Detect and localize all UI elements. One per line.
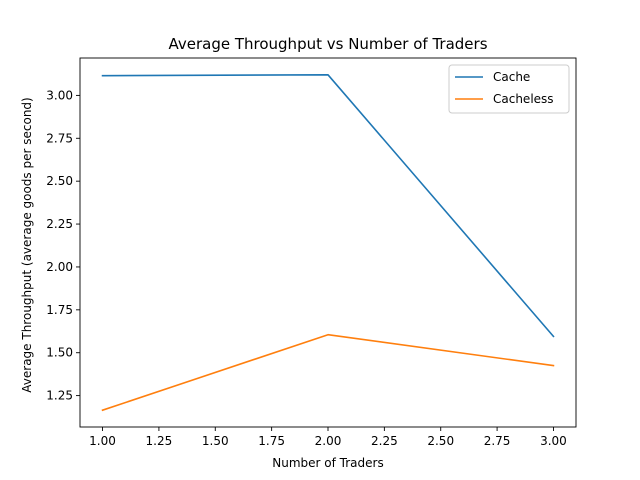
y-axis-ticks: 1.25 1.50 1.75 2.00 2.25 2.50 2.75 3.00 bbox=[46, 88, 80, 403]
y-tick-label: 1.75 bbox=[46, 303, 73, 317]
y-tick-label: 2.75 bbox=[46, 131, 73, 145]
x-tick-label: 1.50 bbox=[202, 434, 229, 448]
x-tick-label: 3.00 bbox=[540, 434, 567, 448]
y-tick-label: 1.50 bbox=[46, 346, 73, 360]
x-tick-label: 2.00 bbox=[315, 434, 342, 448]
series-line-cacheless bbox=[101, 333, 555, 412]
x-axis-title: Number of Traders bbox=[272, 456, 383, 470]
x-tick-label: 1.75 bbox=[258, 434, 285, 448]
legend-label-cache: Cache bbox=[493, 70, 530, 84]
y-tick-label: 3.00 bbox=[46, 88, 73, 102]
y-tick-label: 2.00 bbox=[46, 260, 73, 274]
x-tick-label: 1.00 bbox=[89, 434, 116, 448]
y-tick-label: 2.50 bbox=[46, 174, 73, 188]
x-tick-label: 1.25 bbox=[146, 434, 173, 448]
legend: Cache Cacheless bbox=[448, 64, 570, 114]
x-tick-label: 2.75 bbox=[484, 434, 511, 448]
y-axis-title: Average Throughput (average goods per se… bbox=[20, 97, 34, 392]
y-tick-label: 2.25 bbox=[46, 217, 73, 231]
legend-label-cacheless: Cacheless bbox=[493, 92, 554, 106]
chart-title: Average Throughput vs Number of Traders bbox=[168, 35, 487, 53]
series-line-cache bbox=[101, 74, 555, 338]
x-tick-label: 2.25 bbox=[371, 434, 398, 448]
y-tick-label: 1.25 bbox=[46, 389, 73, 403]
x-axis-ticks: 1.00 1.25 1.50 1.75 2.00 2.25 2.50 2.75 3.00 bbox=[89, 427, 567, 448]
x-tick-label: 2.50 bbox=[427, 434, 454, 448]
